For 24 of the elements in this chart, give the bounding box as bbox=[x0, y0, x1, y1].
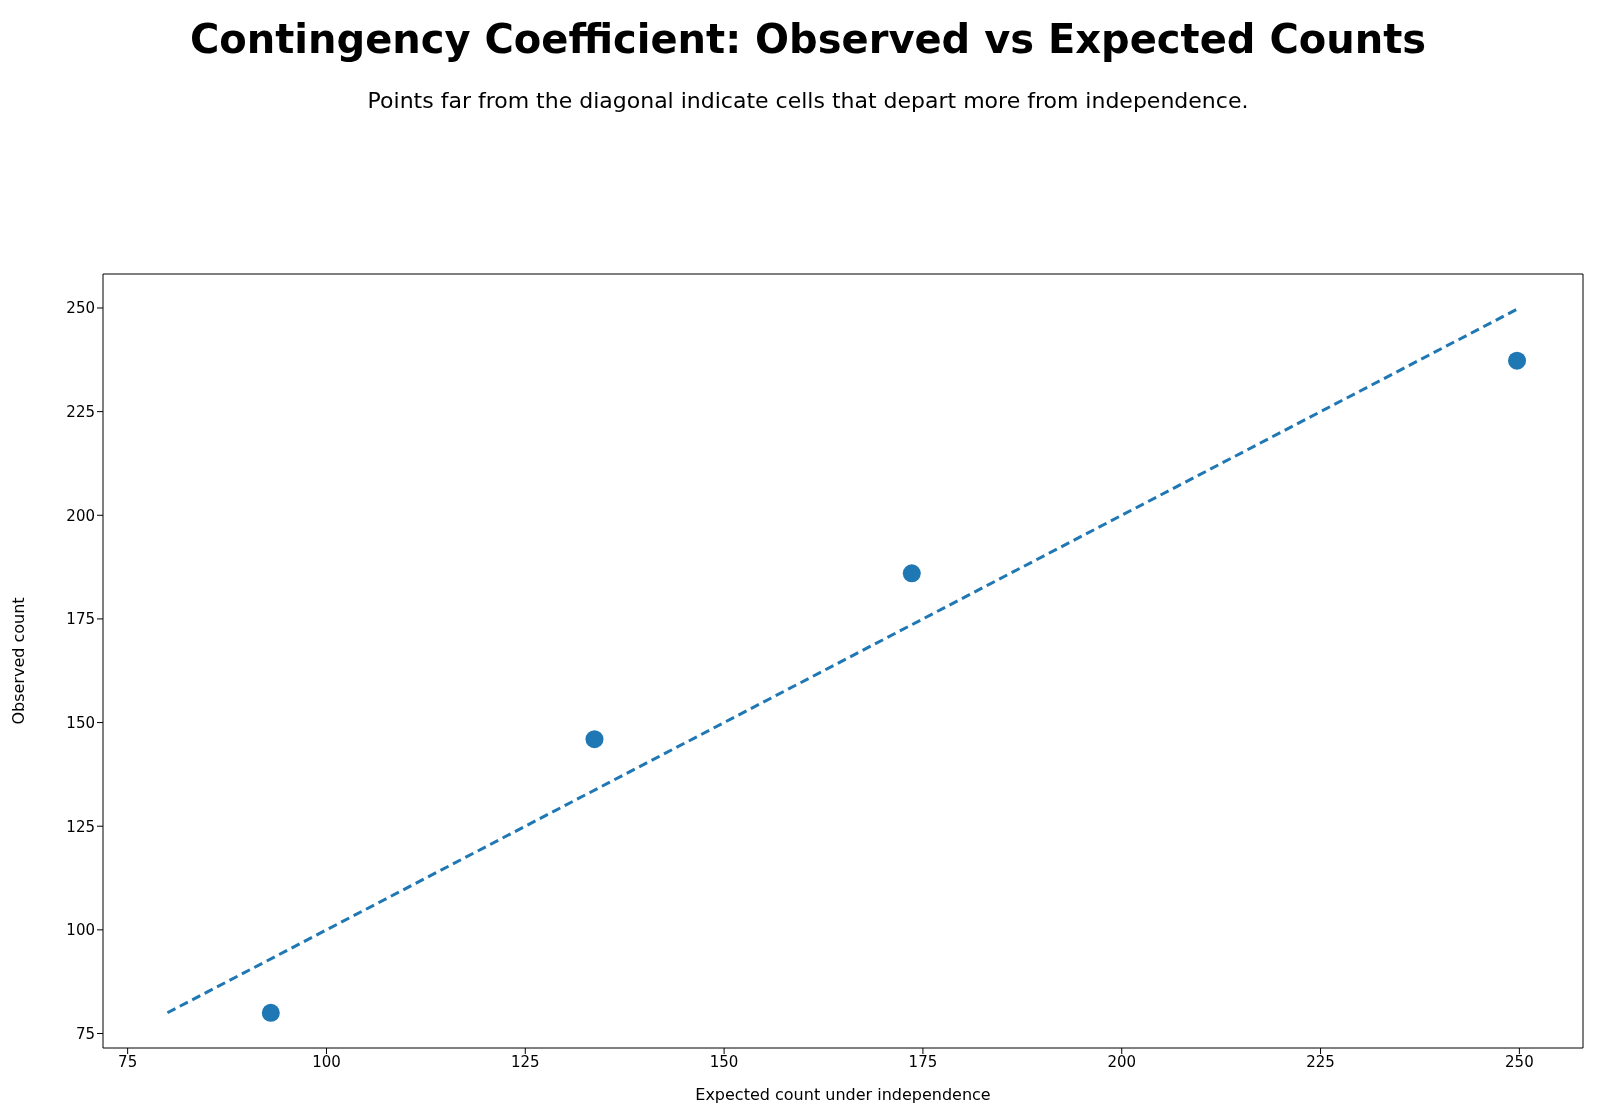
y-tick-label: 100 bbox=[66, 921, 95, 940]
chart-title: Contingency Coefficient: Observed vs Expected Counts bbox=[188, 16, 1428, 62]
x-tick-label: 75 bbox=[118, 1052, 138, 1071]
point bbox=[585, 730, 604, 749]
point bbox=[902, 564, 921, 583]
x-tick-label: 250 bbox=[1505, 1052, 1534, 1071]
x-tick-label: 150 bbox=[709, 1052, 739, 1071]
point bbox=[1507, 351, 1526, 370]
chart-subtitle: Points far from the diagonal indicate cells that depart more from independence. bbox=[366, 88, 1250, 113]
point bbox=[261, 1003, 280, 1022]
y-tick-label: 75 bbox=[75, 1024, 95, 1043]
x-tick-label: 175 bbox=[908, 1052, 938, 1071]
x-tick-label: 100 bbox=[312, 1052, 341, 1071]
x-tick-label: 200 bbox=[1107, 1052, 1137, 1071]
x-axis-title: Expected count under independence bbox=[695, 1085, 991, 1104]
y-tick-label: 200 bbox=[66, 506, 95, 525]
y-tick-label: 150 bbox=[66, 713, 95, 732]
x-tick-label: 125 bbox=[510, 1052, 540, 1071]
y-tick-label: 175 bbox=[66, 610, 95, 629]
y-tick-label: 225 bbox=[66, 402, 95, 421]
y-tick-label: 125 bbox=[66, 817, 95, 836]
y-axis-title: Observed count bbox=[8, 597, 28, 725]
y-tick-label: 250 bbox=[66, 299, 95, 318]
x-tick-label: 225 bbox=[1306, 1052, 1335, 1071]
